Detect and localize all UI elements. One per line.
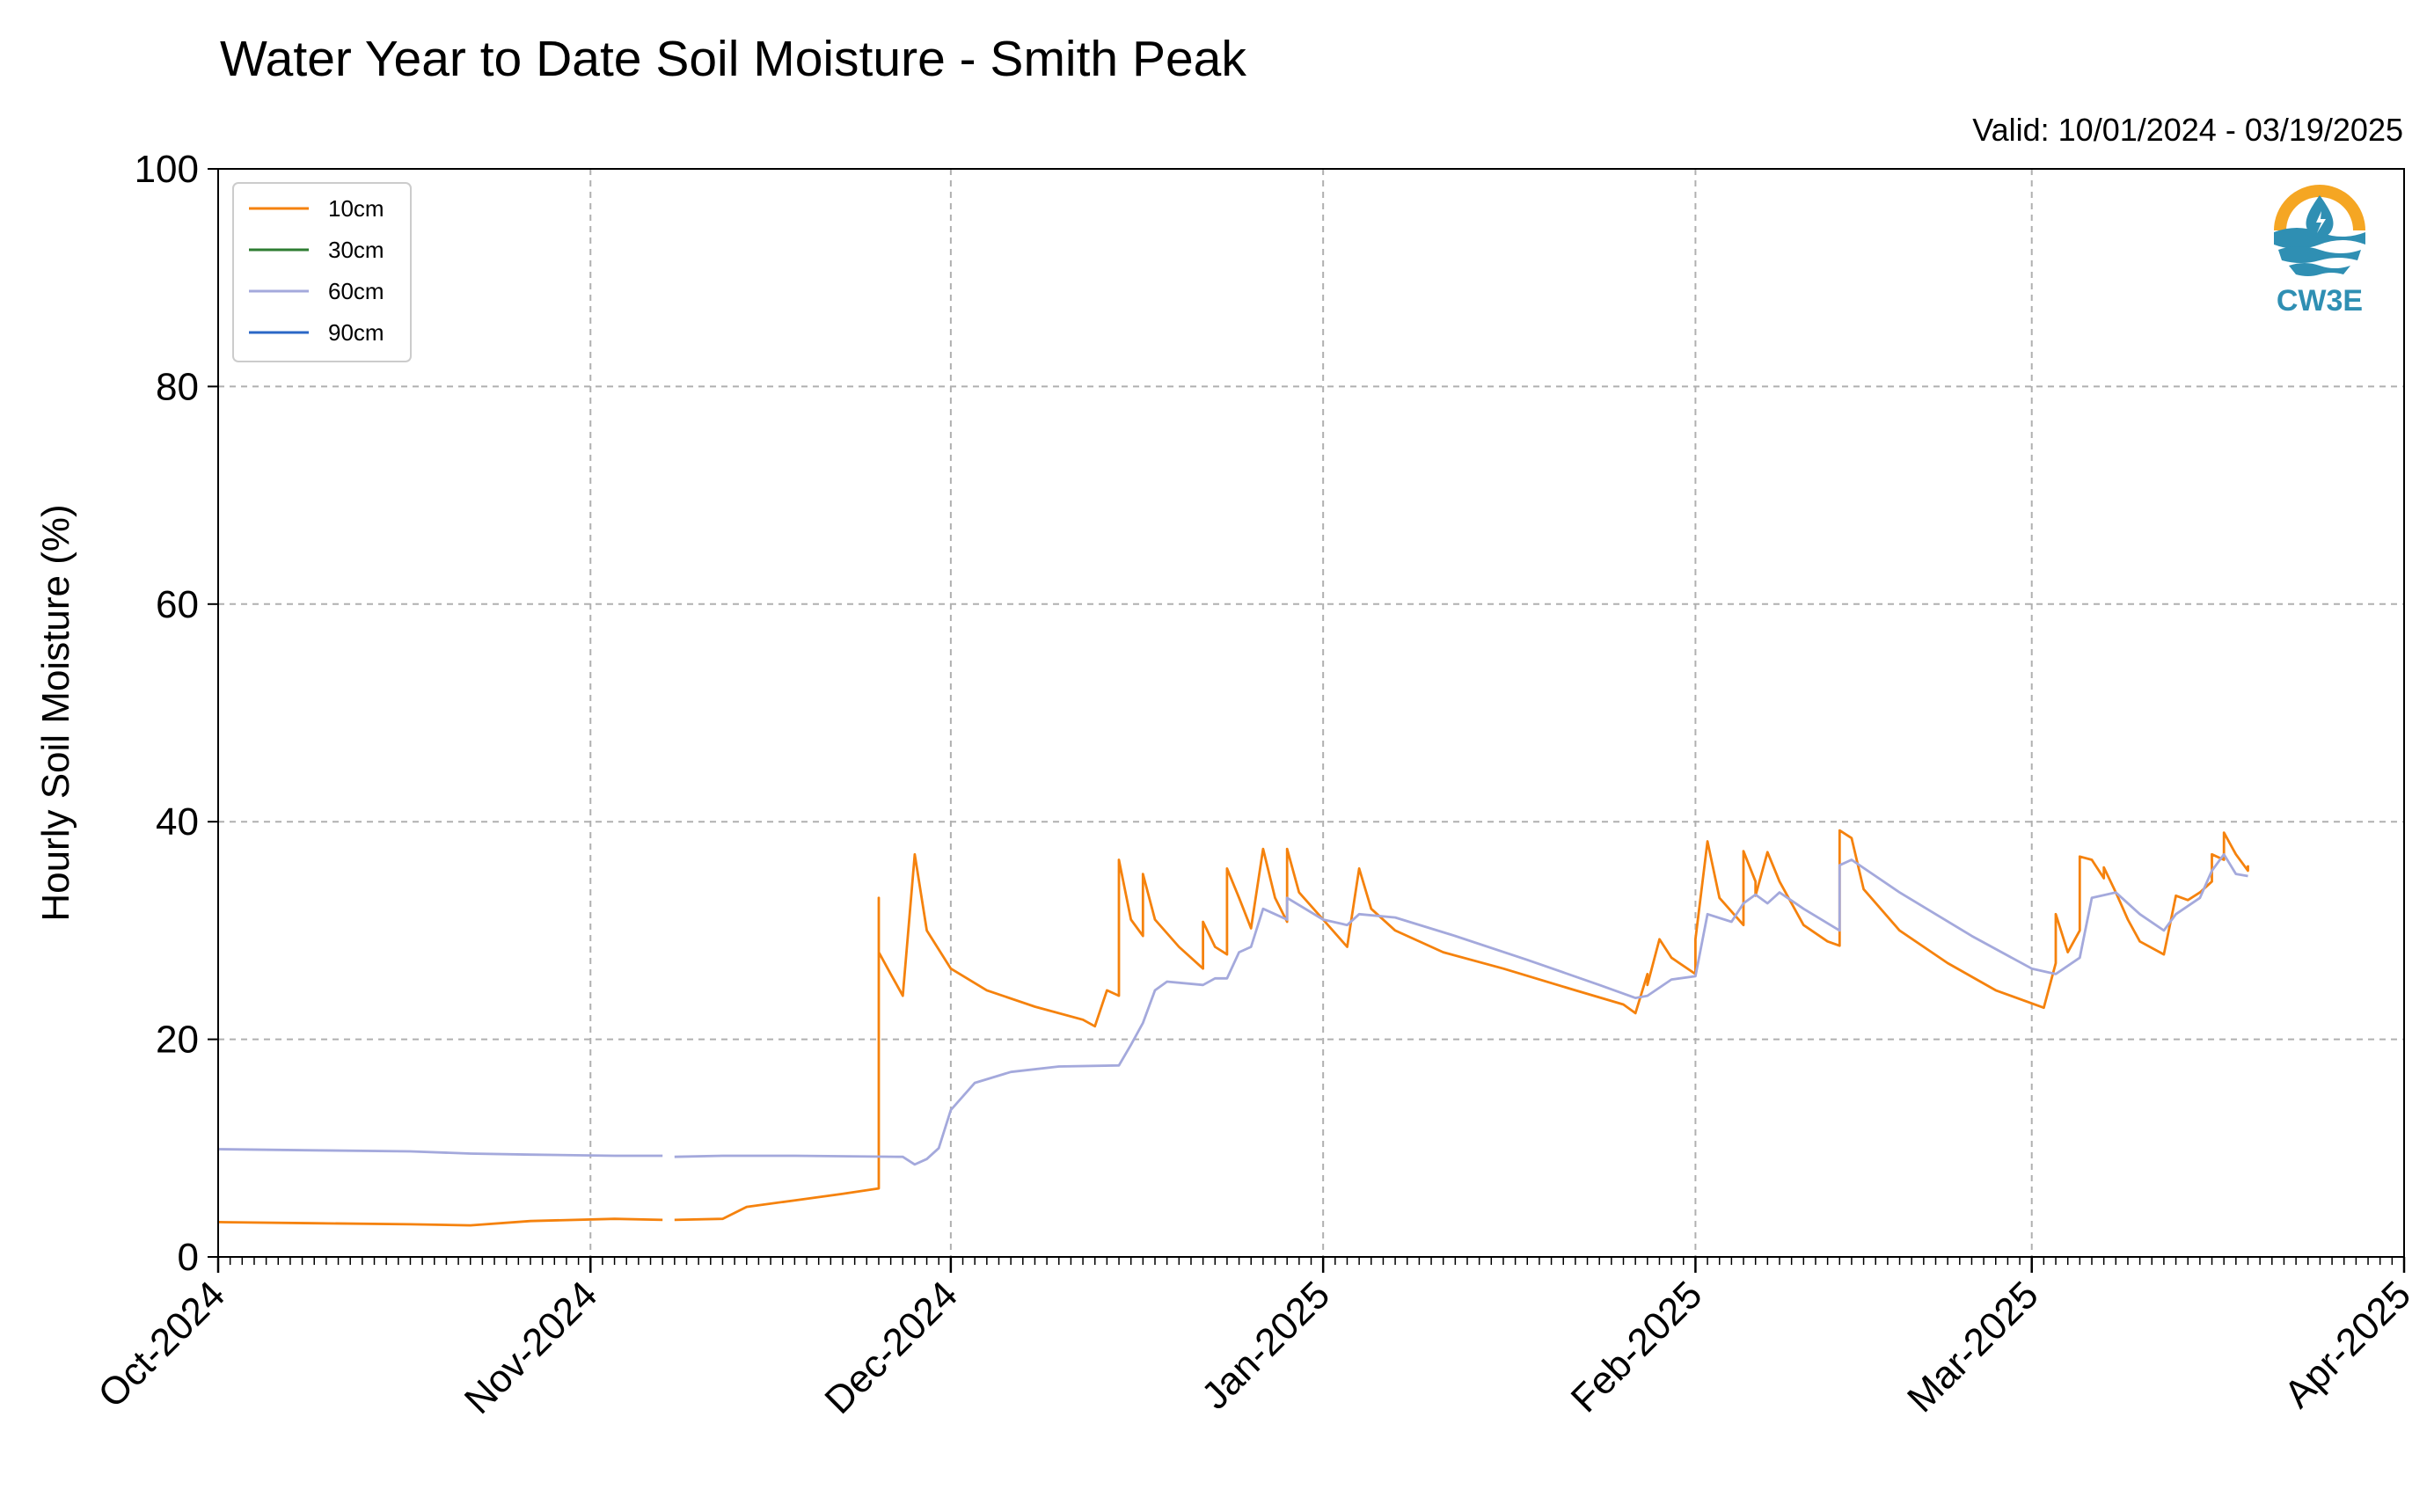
x-tick-label: Nov-2024 [457,1273,606,1422]
y-tick-label: 100 [135,148,199,191]
series-line-60cm [217,852,2248,1166]
y-tick-label: 20 [156,1019,199,1062]
x-tick-label: Jan-2025 [1194,1273,1338,1417]
series-line-10cm [217,829,2249,1227]
legend: 10cm 30cm 60cm 90cm [232,182,412,362]
y-tick-label: 60 [156,583,199,626]
y-tick-label: 80 [156,365,199,408]
axes: 0 20 40 60 80 100 Oct-2024 Nov-2024 Dec-2024 Jan-… [90,148,2419,1422]
logo-text: CW3E [2277,284,2363,318]
cw3e-logo: CW3E [2270,185,2370,318]
y-tick-label: 40 [156,800,199,844]
legend-label-90cm: 90cm [328,319,384,346]
x-tick-label: Mar-2025 [1899,1273,2047,1421]
y-tick-label: 0 [178,1236,199,1279]
chart-subtitle: Valid: 10/01/2024 - 03/19/2025 [1972,112,2403,148]
x-tick-label: Feb-2025 [1563,1273,1711,1421]
x-tick-label: Apr-2025 [2276,1273,2419,1416]
legend-box [232,182,412,362]
series-group [217,829,2249,1227]
water-drop-logo-icon [2270,185,2370,283]
x-tick-label: Oct-2024 [90,1273,233,1416]
chart-title: Water Year to Date Soil Moisture - Smith… [220,31,1246,87]
plot-frame [217,168,2405,1258]
grid-lines [218,169,2404,1257]
x-tick-label: Dec-2024 [816,1273,966,1422]
legend-label-10cm: 10cm [328,195,384,222]
y-axis-label: Hourly Soil Moisture (%) [34,504,77,921]
legend-label-60cm: 60cm [328,278,384,304]
legend-label-30cm: 30cm [328,237,384,263]
